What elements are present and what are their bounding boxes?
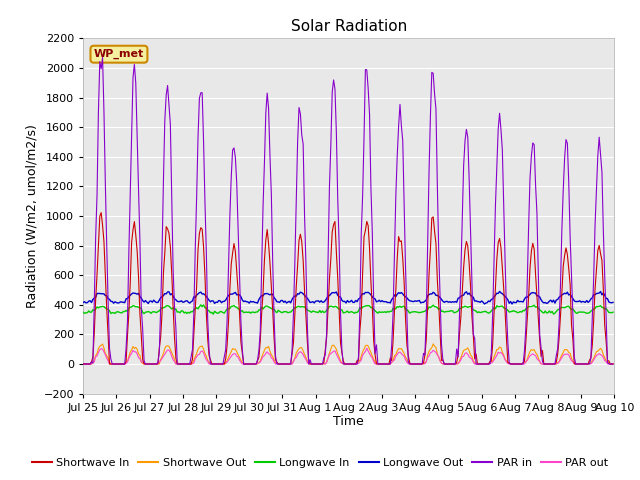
X-axis label: Time: Time bbox=[333, 415, 364, 429]
Legend: Shortwave In, Shortwave Out, Longwave In, Longwave Out, PAR in, PAR out: Shortwave In, Shortwave Out, Longwave In… bbox=[28, 453, 612, 472]
Text: WP_met: WP_met bbox=[94, 49, 144, 60]
Title: Solar Radiation: Solar Radiation bbox=[291, 20, 407, 35]
Y-axis label: Radiation (W/m2, umol/m2/s): Radiation (W/m2, umol/m2/s) bbox=[25, 124, 38, 308]
